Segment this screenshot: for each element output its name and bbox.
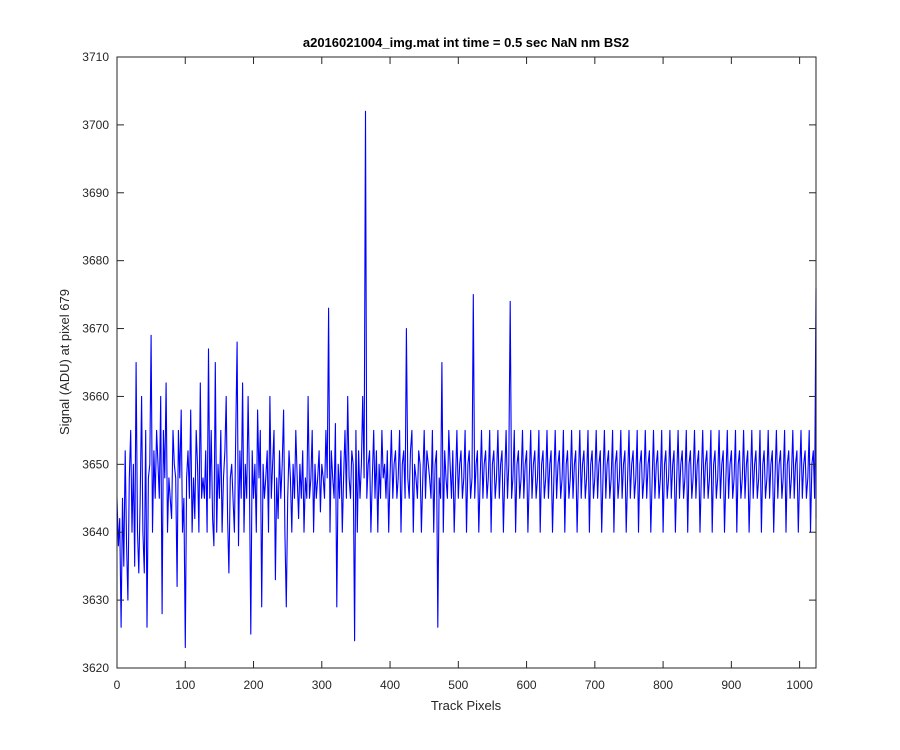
x-tick-label-300: 300 (312, 678, 332, 692)
y-axis-label: Signal (ADU) at pixel 679 (57, 289, 72, 435)
x-tick-label-100: 100 (175, 678, 195, 692)
y-tick-label-3630: 3630 (82, 593, 109, 607)
x-tick-label-900: 900 (721, 678, 741, 692)
y-tick-label-3700: 3700 (82, 118, 109, 132)
x-tick-label-600: 600 (517, 678, 537, 692)
x-axis-label: Track Pixels (431, 698, 502, 713)
x-tick-label-800: 800 (653, 678, 673, 692)
chart-title: a2016021004_img.mat int time = 0.5 sec N… (303, 35, 629, 50)
y-tick-label-3690: 3690 (82, 186, 109, 200)
x-tick-label-400: 400 (380, 678, 400, 692)
x-tick-label-200: 200 (244, 678, 264, 692)
y-tick-label-3680: 3680 (82, 254, 109, 268)
x-tick-label-700: 700 (585, 678, 605, 692)
series-line-0 (116, 110, 817, 649)
x-tick-label-1000: 1000 (786, 678, 813, 692)
y-tick-label-3650: 3650 (82, 457, 109, 471)
y-tick-label-3660: 3660 (82, 389, 109, 403)
y-tick-label-3640: 3640 (82, 525, 109, 539)
y-tick-label-3710: 3710 (82, 50, 109, 64)
axes-frame (116, 56, 817, 669)
y-tick-label-3620: 3620 (82, 661, 109, 675)
x-tick-label-0: 0 (114, 678, 121, 692)
plot-area (117, 57, 816, 668)
y-tick-label-3670: 3670 (82, 322, 109, 336)
x-tick-label-500: 500 (448, 678, 468, 692)
